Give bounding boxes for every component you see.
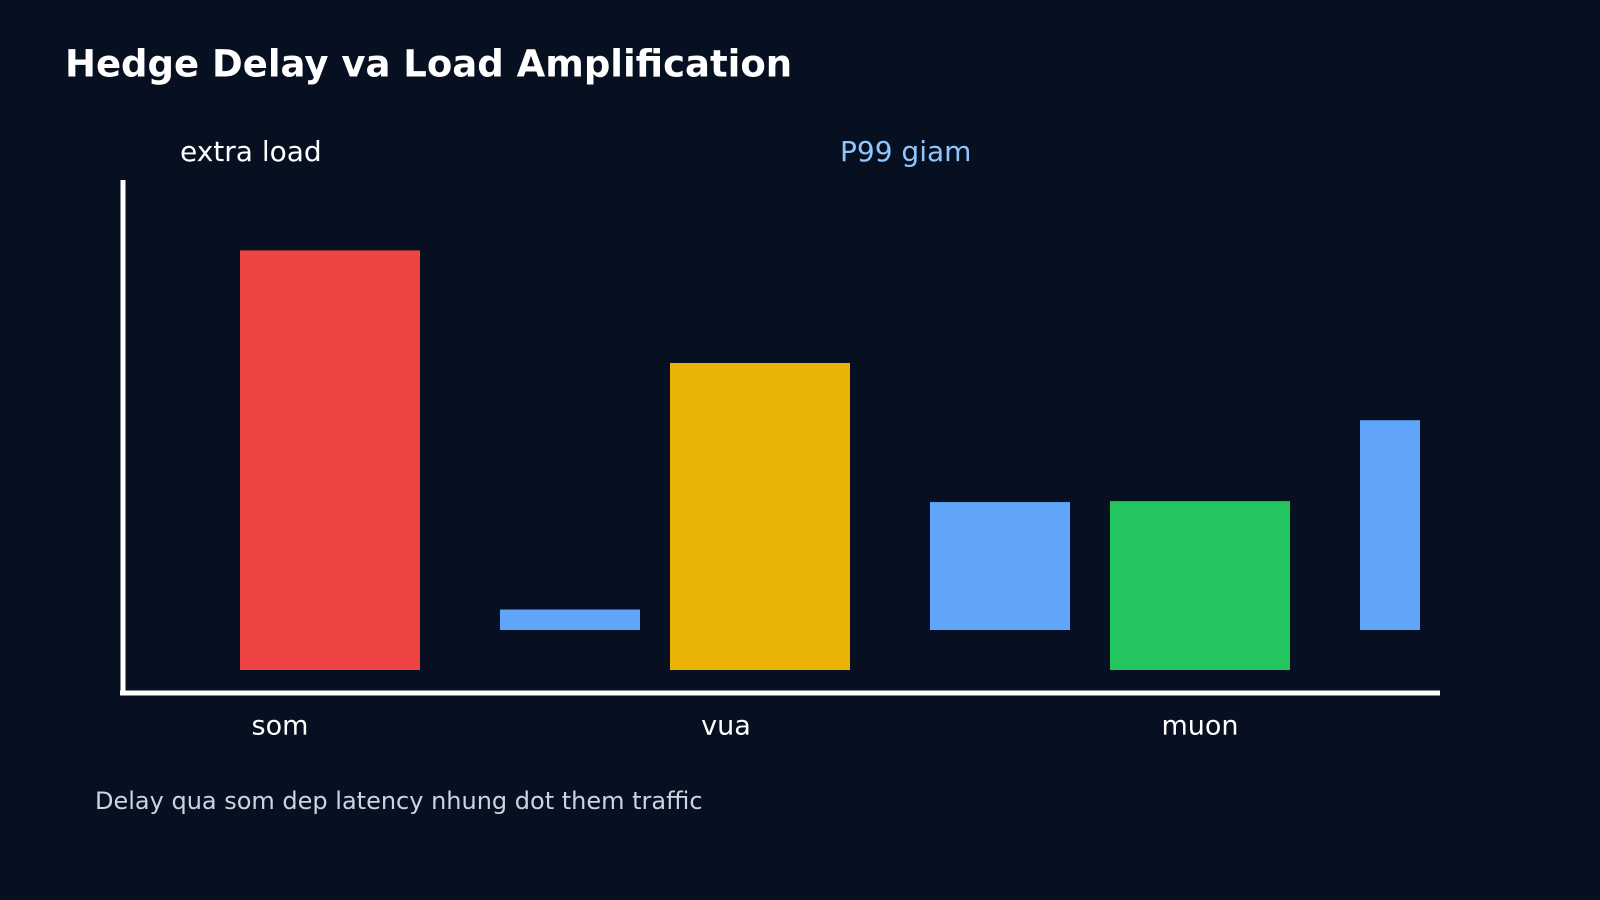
x-tick-label: muon [1161, 711, 1238, 742]
x-tick-label: vua [701, 711, 751, 742]
bar [240, 250, 420, 671]
x-tick-label: som [252, 711, 309, 742]
bar [500, 609, 640, 630]
bar [1360, 420, 1420, 630]
chart-title: Hedge Delay va Load Amplification [65, 43, 792, 86]
bar [1110, 501, 1290, 670]
bar [930, 502, 1070, 630]
series-label: extra load [180, 135, 322, 168]
footnote: Delay qua som dep latency nhung dot them… [95, 787, 703, 815]
bar [670, 362, 850, 670]
series-label: P99 giam [840, 135, 971, 168]
